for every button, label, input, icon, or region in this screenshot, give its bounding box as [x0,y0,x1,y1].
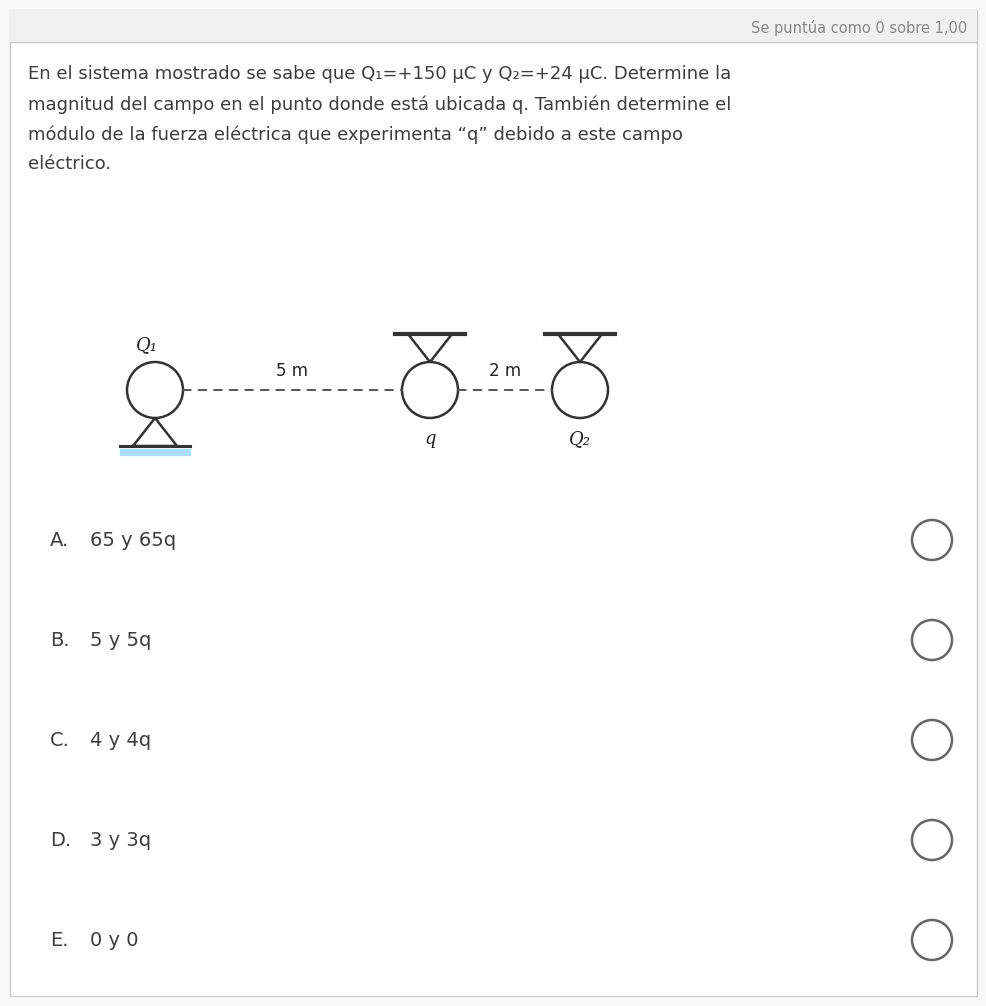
Text: 65 y 65q: 65 y 65q [90,530,176,549]
FancyBboxPatch shape [10,10,976,42]
Text: A.: A. [50,530,69,549]
Text: 0 y 0: 0 y 0 [90,931,138,950]
Text: eléctrico.: eléctrico. [28,155,111,173]
Text: 2 m: 2 m [488,362,521,380]
Text: B.: B. [50,631,70,650]
Text: C.: C. [50,730,70,749]
Text: E.: E. [50,931,68,950]
Text: Se puntúa como 0 sobre 1,00: Se puntúa como 0 sobre 1,00 [750,20,966,36]
Text: módulo de la fuerza eléctrica que experimenta “q” debido a este campo: módulo de la fuerza eléctrica que experi… [28,125,682,144]
Text: En el sistema mostrado se sabe que Q₁=+150 μC y Q₂=+24 μC. Determine la: En el sistema mostrado se sabe que Q₁=+1… [28,65,731,83]
Text: 4 y 4q: 4 y 4q [90,730,151,749]
Text: Q₂: Q₂ [568,430,591,448]
FancyBboxPatch shape [10,10,976,996]
Text: q: q [424,430,435,448]
Text: Q₁: Q₁ [136,336,158,354]
Text: 3 y 3q: 3 y 3q [90,831,151,849]
Text: magnitud del campo en el punto donde está ubicada q. También determine el: magnitud del campo en el punto donde est… [28,95,731,114]
Text: 5 m: 5 m [276,362,309,380]
Text: D.: D. [50,831,71,849]
Text: 5 y 5q: 5 y 5q [90,631,151,650]
